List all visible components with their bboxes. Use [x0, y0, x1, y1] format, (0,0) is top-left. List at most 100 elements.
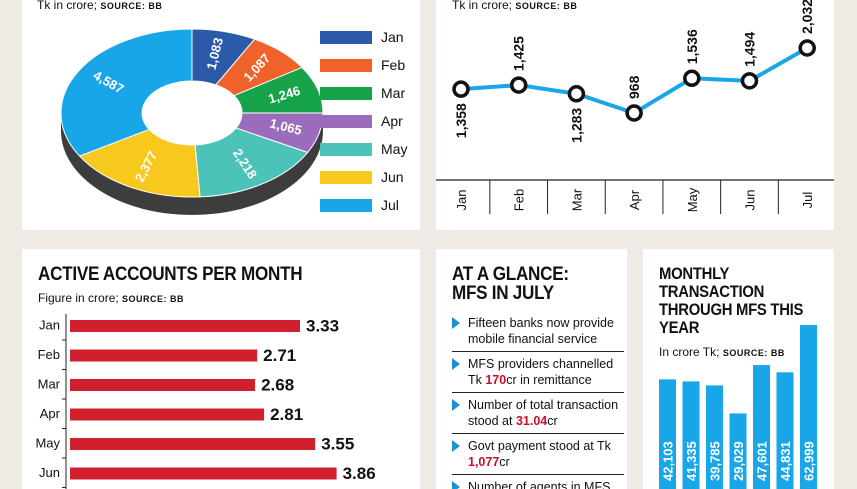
line-x-label-jan: Jan: [454, 190, 469, 211]
glance-list: Fifteen banks now provide mobile financi…: [452, 315, 624, 489]
glance-item: Number of total transaction stood at 31.…: [452, 397, 624, 434]
line-data-label-apr: 968: [626, 75, 642, 99]
hbar-category-label-apr: Apr: [40, 406, 61, 421]
monthly-title-line1: MONTHLY: [659, 265, 730, 283]
glance-item: Fifteen banks now provide mobile financi…: [452, 315, 624, 352]
hbar-bar-mar: [70, 379, 256, 391]
hbar-data-label-may: 3.55: [321, 434, 354, 453]
hbar-category-label-jun: Jun: [39, 465, 60, 480]
hbar-data-label-apr: 2.81: [270, 405, 303, 424]
active-accounts-title: ACTIVE ACCOUNTS PER MONTH: [38, 264, 303, 285]
vbar-data-label-jan: 42,103: [661, 441, 676, 481]
line-x-label-apr: Apr: [627, 189, 642, 210]
hbar-bar-may: [70, 438, 316, 450]
active-accounts-source-label: SOURCE: BB: [122, 294, 185, 304]
glance-title-line2: MFS IN JULY: [452, 283, 554, 304]
line-chart: 1,358 Jan 1,425 Feb 1,283 Mar 968 Apr 1,536 May 1,…: [436, 0, 834, 214]
hbar-category-label-feb: Feb: [38, 347, 60, 362]
legend-label-mar: Mar: [381, 85, 405, 101]
vbar-data-label-jul: 62,999: [802, 441, 817, 481]
legend-swatch-jul: [320, 199, 372, 212]
legend-swatch-mar: [320, 87, 372, 100]
line-source: Tk in crore; SOURCE: BB: [452, 0, 577, 12]
line-data-label-jan: 1,358: [453, 103, 469, 138]
line-data-label-may: 1,536: [684, 29, 700, 64]
monthly-title-line2: TRANSACTION: [659, 283, 765, 301]
pie-chart: 1,083 1,0871,2461,0652,2182,3774,587JanFe…: [60, 28, 407, 215]
glance-item-highlight: 170: [485, 373, 507, 387]
hbar-data-label-jun: 3.86: [343, 464, 376, 483]
legend-label-may: May: [381, 141, 407, 157]
hbar-category-label-mar: Mar: [38, 376, 61, 391]
at-a-glance-panel: AT A GLANCE: MFS IN JULY Fifteen banks n…: [436, 249, 627, 489]
line-data-label-mar: 1,283: [568, 108, 584, 143]
glance-item-text: MFS providers channelled Tk: [468, 357, 614, 387]
monthly-title-line3: THROUGH MFS THIS: [659, 301, 804, 319]
glance-item-text: Number of total transaction stood at: [468, 398, 619, 428]
line-x-label-mar: Mar: [569, 188, 584, 211]
hbar-data-label-feb: 2.71: [263, 346, 296, 365]
vbar-data-label-apr: 29,029: [731, 441, 746, 481]
line-point-feb: [509, 76, 528, 94]
glance-title: AT A GLANCE: MFS IN JULY: [452, 265, 569, 303]
glance-item-text: cr: [499, 455, 510, 469]
chevron-right-icon: [452, 481, 460, 489]
chevron-right-icon: [452, 358, 460, 370]
glance-item-highlight: 1,077: [468, 455, 500, 469]
legend-swatch-may: [320, 143, 372, 156]
pie-source: Tk in crore; SOURCE: BB: [37, 0, 162, 12]
line-data-label-feb: 1,425: [511, 36, 527, 71]
active-accounts-source: Figure in crore; SOURCE: BB: [38, 291, 184, 305]
line-x-label-feb: Feb: [512, 189, 527, 211]
monthly-source-label: SOURCE: BB: [722, 348, 785, 358]
line-source-prefix: Tk in crore;: [452, 0, 513, 12]
vbar-bar-feb: [682, 381, 700, 489]
chevron-right-icon: [452, 399, 460, 411]
line-point-mar: [567, 85, 586, 103]
glance-item-text: Number of agents in MFS: [468, 480, 611, 489]
vbar-bar-may: [753, 365, 770, 489]
glance-item-text: Fifteen banks now provide mobile financi…: [468, 316, 614, 346]
glance-item: MFS providers channelled Tk 170cr in rem…: [452, 356, 624, 393]
monthly-source-prefix: In crore Tk;: [659, 345, 720, 359]
pie-source-prefix: Tk in crore;: [37, 0, 98, 12]
line-point-jan: [452, 80, 470, 98]
active-accounts-panel: ACTIVE ACCOUNTS PER MONTH Figure in cror…: [22, 249, 420, 489]
hbar-category-label-may: May: [35, 435, 60, 450]
glance-item-text: cr in remittance: [506, 373, 592, 387]
monthly-transaction-chart: 42,103 41,335 39,785 29,029 47,601 44,831 62,9…: [659, 325, 817, 489]
legend-label-jul: Jul: [381, 197, 399, 213]
hbar-bar-jun: [70, 467, 337, 480]
glance-item: Number of agents in MFS: [452, 479, 624, 489]
hbar-bar-apr: [70, 408, 265, 421]
glance-item-text: Govt payment stood at Tk: [468, 439, 611, 453]
line-x-label-jun: Jun: [743, 190, 758, 211]
vbar-bar-apr: [729, 413, 747, 489]
pie-hole-top: [142, 81, 242, 145]
line-point-may: [683, 69, 701, 88]
pie-slice-may: [194, 127, 309, 198]
glance-item-text: cr: [547, 414, 558, 428]
active-accounts-chart: Jan 3.33 Feb 2.71 Mar 2.68 Apr 2.81 May 3.55 Jun 3.…: [35, 314, 376, 489]
hbar-bar-jan: [70, 320, 300, 332]
legend-label-feb: Feb: [381, 57, 405, 73]
glance-item: Govt payment stood at Tk 1,077cr: [452, 438, 624, 475]
vbar-data-label-mar: 39,785: [708, 441, 723, 481]
vbar-bar-jul: [800, 325, 817, 489]
monthly-title-line4: YEAR: [659, 319, 700, 337]
line-source-label: SOURCE: BB: [515, 1, 578, 11]
monthly-title: MONTHLY TRANSACTION THROUGH MFS THIS YEA…: [659, 265, 803, 337]
monthly-source: In crore Tk; SOURCE: BB: [659, 345, 785, 359]
monthly-transaction-panel: MONTHLY TRANSACTION THROUGH MFS THIS YEA…: [643, 249, 834, 489]
line-x-label-may: May: [685, 187, 700, 212]
line-point-jun: [740, 72, 759, 90]
hbar-category-label-jan: Jan: [39, 317, 60, 332]
hbar-data-label-mar: 2.68: [261, 375, 294, 394]
active-accounts-source-prefix: Figure in crore;: [38, 291, 119, 305]
legend-swatch-jun: [320, 171, 372, 184]
vbar-bar-jun: [776, 372, 794, 489]
line-point-jul: [798, 39, 816, 57]
legend-swatch-apr: [320, 115, 372, 128]
line-point-apr: [625, 104, 643, 122]
vbar-bar-mar: [706, 385, 723, 489]
